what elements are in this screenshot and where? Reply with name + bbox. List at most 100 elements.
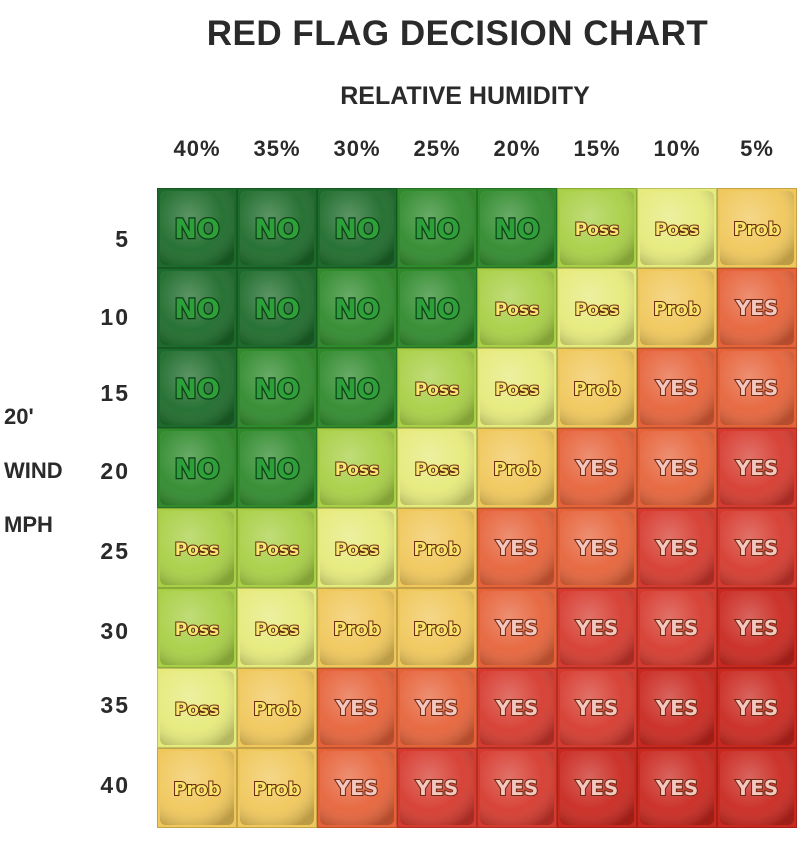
cell-label: YES: [575, 776, 619, 800]
heatmap-cell-shade: [720, 751, 794, 825]
heatmap-cell-shade: [240, 671, 314, 745]
heatmap-cell-border: [477, 508, 557, 588]
cell-label: YES: [495, 616, 539, 640]
cell-label: NO: [174, 214, 220, 245]
col-header-5: 5%: [740, 136, 774, 161]
heatmap-cell-shade: [640, 271, 714, 345]
col-header-10: 10%: [653, 136, 701, 161]
cell-label: YES: [495, 696, 539, 720]
row-header-15: 15: [100, 380, 130, 406]
heatmap-cell-shade: [640, 511, 714, 585]
heatmap-cell-shade: [320, 751, 394, 825]
heatmap-cell-border: [317, 508, 397, 588]
cell-label: Poss: [175, 620, 219, 640]
heatmap-cell-border: [477, 588, 557, 668]
cell-label: YES: [735, 296, 779, 320]
heatmap-cell-border: [317, 588, 397, 668]
heatmap-cell-shade: [640, 751, 714, 825]
cell-label: YES: [575, 616, 619, 640]
row-header-30: 30: [100, 618, 130, 644]
heatmap-cell-shade: [560, 511, 634, 585]
heatmap-cell-shade: [320, 431, 394, 505]
heatmap-cell-border: [477, 668, 557, 748]
heatmap-cell-shade: [240, 591, 314, 665]
heatmap-cell-shade: [560, 751, 634, 825]
cell-label: Poss: [335, 540, 379, 560]
heatmap-cell-border: [397, 748, 477, 828]
cell-label: NO: [254, 294, 300, 325]
cell-label: Prob: [413, 539, 460, 560]
heatmap-cell-shade: [560, 191, 634, 265]
cell-label: YES: [655, 456, 699, 480]
heatmap-cell-border: [557, 268, 637, 348]
cell-label: NO: [494, 214, 540, 245]
heatmap-cell-border: [637, 268, 717, 348]
cell-label: YES: [735, 776, 779, 800]
heatmap-cell-shade: [720, 431, 794, 505]
y-axis-label-line-3: MPH: [4, 512, 53, 537]
cell-label: Prob: [173, 779, 220, 800]
heatmap-cell-shade: [720, 351, 794, 425]
cell-label: NO: [254, 454, 300, 485]
heatmap-cell-shade: [720, 511, 794, 585]
cell-label: YES: [655, 536, 699, 560]
heatmap-cell-border: [157, 588, 237, 668]
heatmap-cell-border: [637, 508, 717, 588]
heatmap-cell-shade: [720, 591, 794, 665]
col-header-30: 30%: [333, 136, 381, 161]
heatmap-cell-border: [157, 748, 237, 828]
heatmap-cell-shade: [160, 671, 234, 745]
heatmap-cell-shade: [320, 351, 394, 425]
heatmap-cell-border: [237, 748, 317, 828]
heatmap-cell-shade: [400, 591, 474, 665]
cell-label: Poss: [575, 300, 619, 320]
heatmap-cell-border: [477, 268, 557, 348]
heatmap-cell-shade: [480, 511, 554, 585]
heatmap-cell-border: [237, 268, 317, 348]
row-header-25: 25: [100, 538, 130, 564]
cell-label: YES: [655, 616, 699, 640]
heatmap-cell-shade: [240, 511, 314, 585]
row-header-20: 20: [100, 458, 130, 484]
heatmap-cell-shade: [720, 671, 794, 745]
cell-label: YES: [495, 536, 539, 560]
cell-label: NO: [174, 294, 220, 325]
heatmap-cell-shade: [640, 431, 714, 505]
heatmap-cell-shade: [640, 591, 714, 665]
heatmap-cell-shade: [720, 271, 794, 345]
cell-label: YES: [735, 536, 779, 560]
chart-title: RED FLAG DECISION CHART: [206, 14, 709, 53]
heatmap-cell-shade: [240, 271, 314, 345]
heatmap-cell-border: [557, 428, 637, 508]
heatmap-cell-border: [637, 428, 717, 508]
heatmap-cell-shade: [400, 271, 474, 345]
cell-label: Prob: [653, 299, 700, 320]
y-axis-label-line-1: 20': [4, 404, 34, 429]
heatmap-cell-border: [157, 508, 237, 588]
heatmap-cell-shade: [480, 431, 554, 505]
heatmap-cell-border: [477, 188, 557, 268]
cell-label: YES: [335, 776, 379, 800]
cell-label: Poss: [495, 380, 539, 400]
heatmap-cell-border: [397, 508, 477, 588]
cell-label: Poss: [175, 540, 219, 560]
heatmap-cell-border: [157, 428, 237, 508]
cell-label: NO: [414, 294, 460, 325]
heatmap-cell-shade: [640, 191, 714, 265]
heatmap-cell-shade: [560, 351, 634, 425]
heatmap-cell-shade: [480, 191, 554, 265]
cell-label: NO: [334, 294, 380, 325]
heatmap-cell-border: [237, 188, 317, 268]
cell-label: YES: [735, 696, 779, 720]
cell-label: YES: [655, 376, 699, 400]
cell-label: NO: [174, 454, 220, 485]
cell-label: Poss: [575, 220, 619, 240]
heatmap-cell-shade: [320, 671, 394, 745]
heatmap-cell-shade: [560, 591, 634, 665]
cell-label: Poss: [655, 220, 699, 240]
heatmap-cell-border: [237, 348, 317, 428]
cell-label: Poss: [175, 700, 219, 720]
heatmap-cell-shade: [480, 751, 554, 825]
heatmap-cell-shade: [320, 591, 394, 665]
